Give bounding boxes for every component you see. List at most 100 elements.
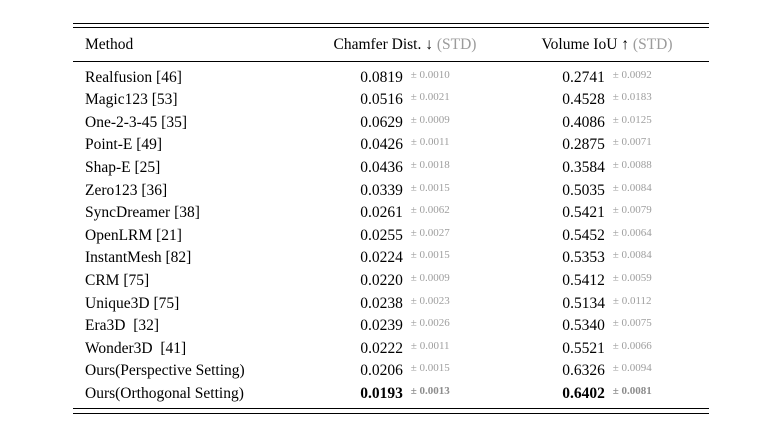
iou-std: ± 0.0075 [612, 317, 652, 330]
iou-std: ± 0.0059 [612, 272, 652, 285]
chamfer-std: ± 0.0015 [410, 249, 450, 262]
chamfer-cell: 0.0339 ± 0.0015 [305, 182, 505, 200]
table-row: Point-E [49] 0.0426 ± 0.0011 0.2875 ± 0.… [73, 134, 709, 157]
chamfer-cell: 0.0238 ± 0.0023 [305, 295, 505, 313]
iou-std: ± 0.0071 [612, 136, 652, 149]
chamfer-value: 0.0222 [360, 339, 404, 357]
iou-std: ± 0.0079 [612, 204, 652, 217]
table-row: SyncDreamer [38] 0.0261 ± 0.0062 0.5421 … [73, 202, 709, 225]
col-header-chamfer-label: Chamfer Dist. ↓ [333, 35, 433, 53]
table-row: Shap-E [25] 0.0436 ± 0.0018 0.3584 ± 0.0… [73, 157, 709, 180]
iou-cell: 0.5521 ± 0.0066 [505, 340, 709, 358]
iou-cell: 0.6326 ± 0.0094 [505, 362, 709, 380]
chamfer-value: 0.0193 [360, 385, 403, 402]
table-body: Realfusion [46] 0.0819 ± 0.0010 0.2741 ±… [73, 62, 709, 408]
col-header-method: Method [85, 35, 134, 53]
chamfer-std: ± 0.0021 [410, 91, 450, 104]
method-cell: InstantMesh [82] [85, 249, 192, 267]
chamfer-std: ± 0.0015 [410, 181, 450, 194]
iou-value: 0.5521 [562, 339, 605, 357]
table-top-rule [73, 23, 709, 29]
chamfer-std: ± 0.0015 [410, 362, 450, 375]
method-cell: SyncDreamer [38] [85, 204, 200, 222]
chamfer-cell: 0.0224 ± 0.0015 [305, 249, 505, 267]
method-cell: Era3D [32] [85, 317, 160, 335]
iou-value: 0.5340 [562, 317, 605, 335]
chamfer-value: 0.0339 [360, 181, 403, 199]
chamfer-cell: 0.0239 ± 0.0026 [305, 317, 505, 335]
method-cell: Magic123 [53] [85, 91, 178, 109]
chamfer-value: 0.0436 [360, 159, 403, 177]
table-row: CRM [75] 0.0220 ± 0.0009 0.5412 ± 0.0059 [73, 270, 709, 293]
chamfer-std: ± 0.0023 [410, 294, 450, 307]
chamfer-value: 0.0255 [360, 226, 403, 244]
method-cell: Shap-E [25] [85, 159, 161, 177]
iou-value: 0.4086 [562, 113, 605, 131]
iou-std: ± 0.0183 [612, 91, 652, 104]
method-cell: Wonder3D [41] [85, 339, 187, 357]
chamfer-cell: 0.0426 ± 0.0011 [305, 136, 505, 154]
iou-cell: 0.3584 ± 0.0088 [505, 159, 709, 177]
chamfer-std: ± 0.0027 [410, 226, 450, 239]
table-row: Era3D [32] 0.0239 ± 0.0026 0.5340 ± 0.00… [73, 315, 709, 338]
iou-std: ± 0.0125 [612, 113, 652, 126]
table-row: OpenLRM [21] 0.0255 ± 0.0027 0.5452 ± 0.… [73, 225, 709, 248]
iou-value: 0.5035 [562, 181, 605, 199]
iou-value: 0.6326 [562, 362, 605, 380]
iou-std: ± 0.0081 [612, 385, 652, 397]
chamfer-value: 0.0261 [360, 204, 403, 222]
col-header-chamfer: Chamfer Dist. ↓ (STD) [305, 36, 505, 54]
chamfer-std: ± 0.0013 [410, 385, 450, 397]
iou-cell: 0.6402 ± 0.0081 [505, 385, 709, 403]
iou-cell: 0.5412 ± 0.0059 [505, 272, 709, 290]
iou-std: ± 0.0084 [612, 249, 652, 262]
results-table: Method Chamfer Dist. ↓ (STD) Volume IoU … [73, 23, 709, 414]
table-header-rule [73, 61, 709, 63]
chamfer-value: 0.0220 [360, 272, 403, 290]
method-cell: Ours(Perspective Setting) [85, 362, 245, 380]
table-row: InstantMesh [82] 0.0224 ± 0.0015 0.5353 … [73, 247, 709, 270]
method-cell: Unique3D [75] [85, 294, 180, 312]
chamfer-cell: 0.0255 ± 0.0027 [305, 227, 505, 245]
chamfer-std: ± 0.0018 [410, 159, 450, 172]
table-row: Magic123 [53] 0.0516 ± 0.0021 0.4528 ± 0… [73, 89, 709, 112]
iou-std: ± 0.0088 [612, 159, 652, 172]
iou-value: 0.2875 [562, 136, 605, 154]
iou-value: 0.5353 [562, 249, 605, 267]
chamfer-value: 0.0426 [360, 136, 404, 154]
table-bottom-rule [73, 408, 709, 414]
chamfer-cell: 0.0516 ± 0.0021 [305, 91, 505, 109]
chamfer-value: 0.0819 [360, 68, 403, 86]
col-header-iou-label: Volume IoU ↑ [541, 35, 630, 53]
chamfer-cell: 0.0261 ± 0.0062 [305, 204, 505, 222]
chamfer-std: ± 0.0009 [410, 113, 450, 126]
col-header-iou-std-label: (STD) [632, 35, 673, 53]
iou-std: ± 0.0112 [612, 294, 652, 307]
iou-std: ± 0.0092 [612, 68, 652, 81]
chamfer-cell: 0.0222 ± 0.0011 [305, 340, 505, 358]
chamfer-cell: 0.0220 ± 0.0009 [305, 272, 505, 290]
col-header-chamfer-std-label: (STD) [436, 35, 477, 53]
chamfer-value: 0.0516 [360, 91, 403, 109]
chamfer-value: 0.0239 [360, 317, 403, 335]
chamfer-cell: 0.0629 ± 0.0009 [305, 114, 505, 132]
iou-cell: 0.4528 ± 0.0183 [505, 91, 709, 109]
iou-cell: 0.5353 ± 0.0084 [505, 249, 709, 267]
chamfer-std: ± 0.0009 [410, 272, 450, 285]
method-cell: Realfusion [46] [85, 68, 182, 86]
iou-cell: 0.4086 ± 0.0125 [505, 114, 709, 132]
chamfer-cell: 0.0206 ± 0.0015 [305, 362, 505, 380]
iou-std: ± 0.0066 [612, 339, 652, 352]
iou-value: 0.5421 [562, 204, 605, 222]
chamfer-cell: 0.0819 ± 0.0010 [305, 69, 505, 87]
iou-std: ± 0.0084 [612, 181, 652, 194]
method-cell: Zero123 [36] [85, 181, 168, 199]
iou-cell: 0.2741 ± 0.0092 [505, 69, 709, 87]
iou-std: ± 0.0094 [612, 362, 652, 375]
iou-cell: 0.5421 ± 0.0079 [505, 204, 709, 222]
method-cell: OpenLRM [21] [85, 226, 182, 244]
chamfer-value: 0.0629 [360, 113, 403, 131]
method-cell: Point-E [49] [85, 136, 163, 154]
col-header-iou: Volume IoU ↑ (STD) [505, 36, 709, 54]
